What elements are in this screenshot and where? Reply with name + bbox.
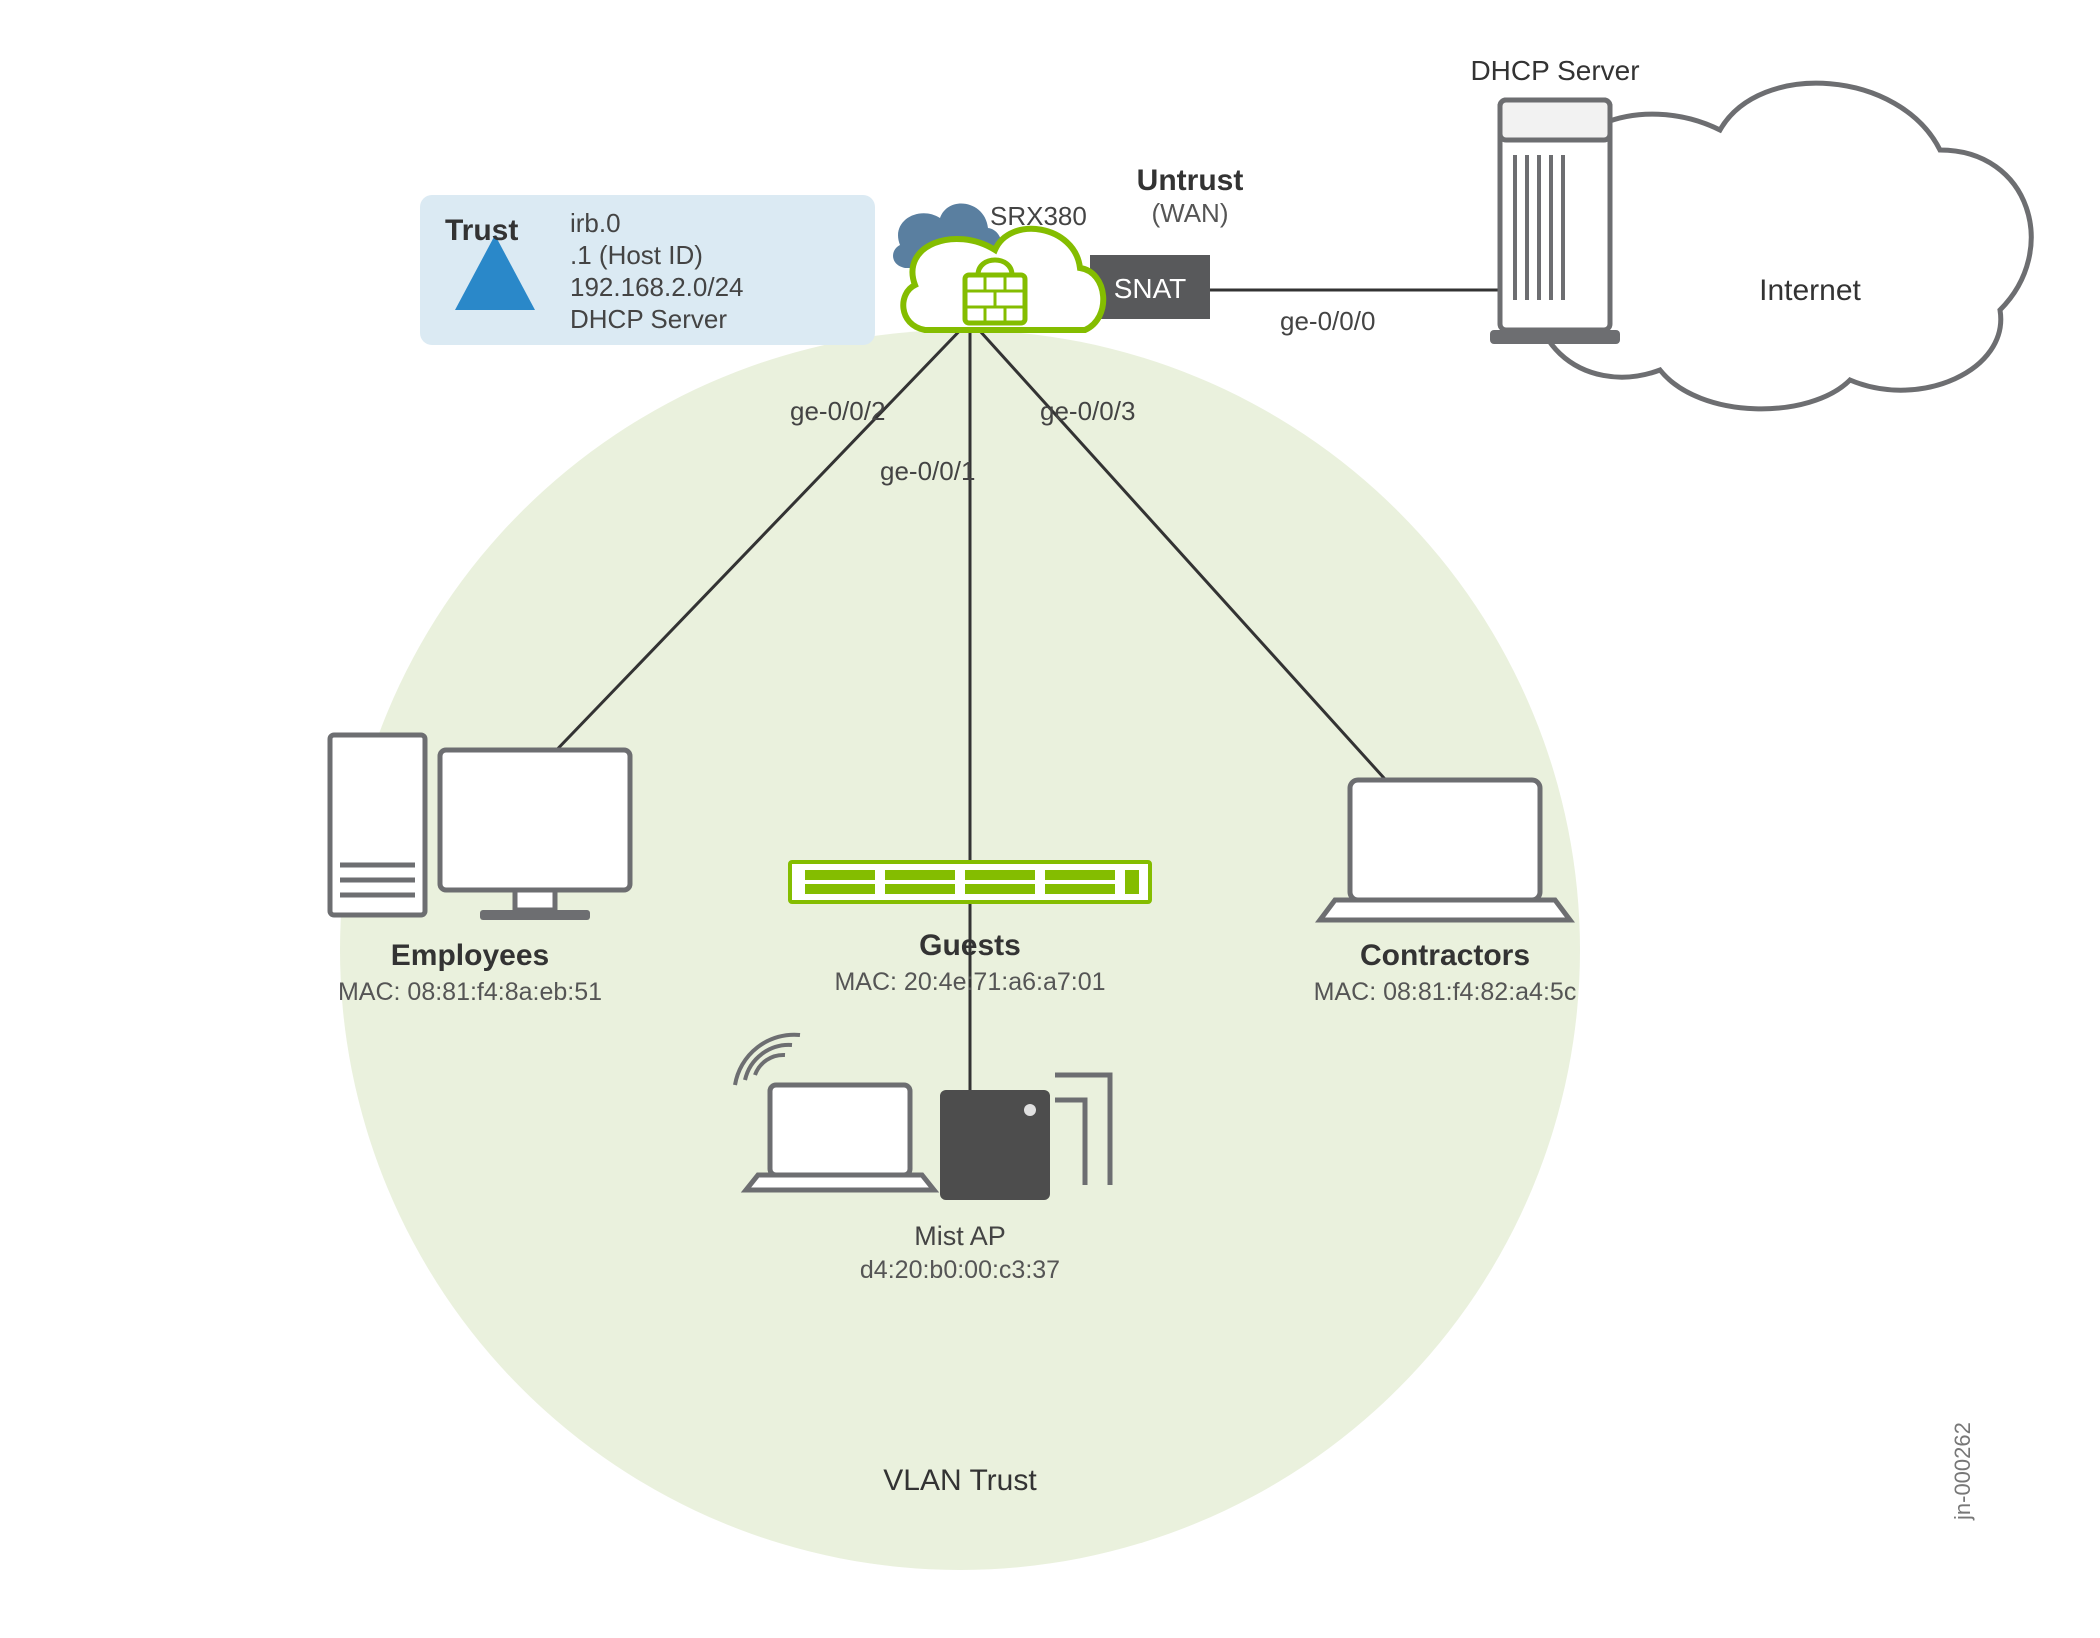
employees-mac: MAC: 08:81:f4:8a:eb:51 bbox=[338, 978, 602, 1006]
contractors-mac: MAC: 08:81:f4:82:a4:5c bbox=[1314, 978, 1577, 1006]
trust-l4: DHCP Server bbox=[570, 304, 727, 334]
untrust-title: Untrust bbox=[1137, 164, 1244, 197]
firewall-cloud-icon bbox=[903, 229, 1103, 330]
guests-mac: MAC: 20:4e:71:a6:a7:01 bbox=[834, 968, 1105, 996]
employees-title: Employees bbox=[391, 939, 549, 972]
untrust-sub: (WAN) bbox=[1151, 198, 1228, 228]
snat-label: SNAT bbox=[1114, 273, 1187, 304]
guests-switch-icon bbox=[790, 862, 1150, 902]
contractors-laptop-icon bbox=[1320, 780, 1570, 920]
internet-label: Internet bbox=[1759, 274, 1861, 307]
port-p3: ge-0/0/3 bbox=[1040, 396, 1135, 426]
dhcp-server-label: DHCP Server bbox=[1470, 55, 1639, 86]
trust-l1: irb.0 bbox=[570, 208, 621, 238]
port-p2: ge-0/0/2 bbox=[790, 396, 885, 426]
vlan-trust-label: VLAN Trust bbox=[883, 1464, 1037, 1497]
trust-l2: .1 (Host ID) bbox=[570, 240, 703, 270]
trust-title: Trust bbox=[445, 214, 518, 247]
trust-l3: 192.168.2.0/24 bbox=[570, 272, 744, 302]
mist-mac: d4:20:b0:00:c3:37 bbox=[860, 1256, 1060, 1284]
guests-title: Guests bbox=[919, 929, 1021, 962]
contractors-title: Contractors bbox=[1360, 939, 1530, 972]
employees-icon bbox=[330, 735, 630, 920]
network-diagram: Internet DHCP Server Untrust (WAN) SNAT … bbox=[0, 0, 2100, 1638]
figure-id: jn-000262 bbox=[1950, 1422, 1975, 1521]
port-p1: ge-0/0/1 bbox=[880, 456, 975, 486]
trust-info-box: Trust irb.0 .1 (Host ID) 192.168.2.0/24 … bbox=[420, 195, 875, 345]
port-wan-label: ge-0/0/0 bbox=[1280, 306, 1375, 336]
mist-title: Mist AP bbox=[914, 1221, 1006, 1251]
